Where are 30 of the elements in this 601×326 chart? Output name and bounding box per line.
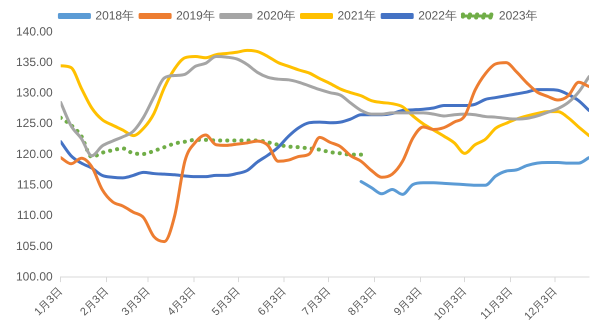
x-tick-label: 1月3日: [32, 286, 65, 318]
y-tick-label: 105.00: [16, 238, 54, 253]
legend-label: 2022年: [418, 8, 457, 22]
x-tick-label: 2月3日: [78, 286, 111, 318]
y-tick-label: 135.00: [16, 54, 54, 69]
x-tick-label: 10月3日: [432, 286, 469, 323]
legend-label: 2019年: [176, 8, 215, 22]
x-tick-label: 6月3日: [256, 286, 288, 318]
y-tick-label: 125.00: [16, 116, 54, 130]
x-tick-label: 11月3日: [478, 286, 515, 322]
y-tick-label: 120.00: [16, 146, 54, 161]
legend-label: 2020年: [256, 8, 296, 22]
y-tick-label: 100.00: [16, 269, 54, 284]
x-tick-label: 9月3日: [392, 286, 425, 318]
y-tick-label: 130.00: [16, 86, 54, 100]
y-tick-label: 115.00: [16, 178, 54, 192]
line-series: [60, 116, 364, 160]
legend-label: 2023年: [498, 8, 538, 22]
x-tick-label: 7月3日: [300, 286, 333, 318]
y-tick-label: 110.00: [16, 208, 54, 222]
x-tick-label: 3月3日: [120, 286, 152, 318]
y-tick-label: 140.00: [16, 24, 54, 38]
legend-label: 2018年: [95, 8, 134, 22]
x-tick-label: 12月3日: [522, 286, 560, 323]
line-series: [360, 156, 589, 196]
x-tick-label: 5月3日: [210, 286, 243, 318]
x-tick-label: 4月3日: [165, 286, 198, 318]
legend-label: 2021年: [338, 8, 376, 22]
line-series: [60, 61, 589, 244]
x-tick-label: 8月3日: [346, 286, 379, 318]
